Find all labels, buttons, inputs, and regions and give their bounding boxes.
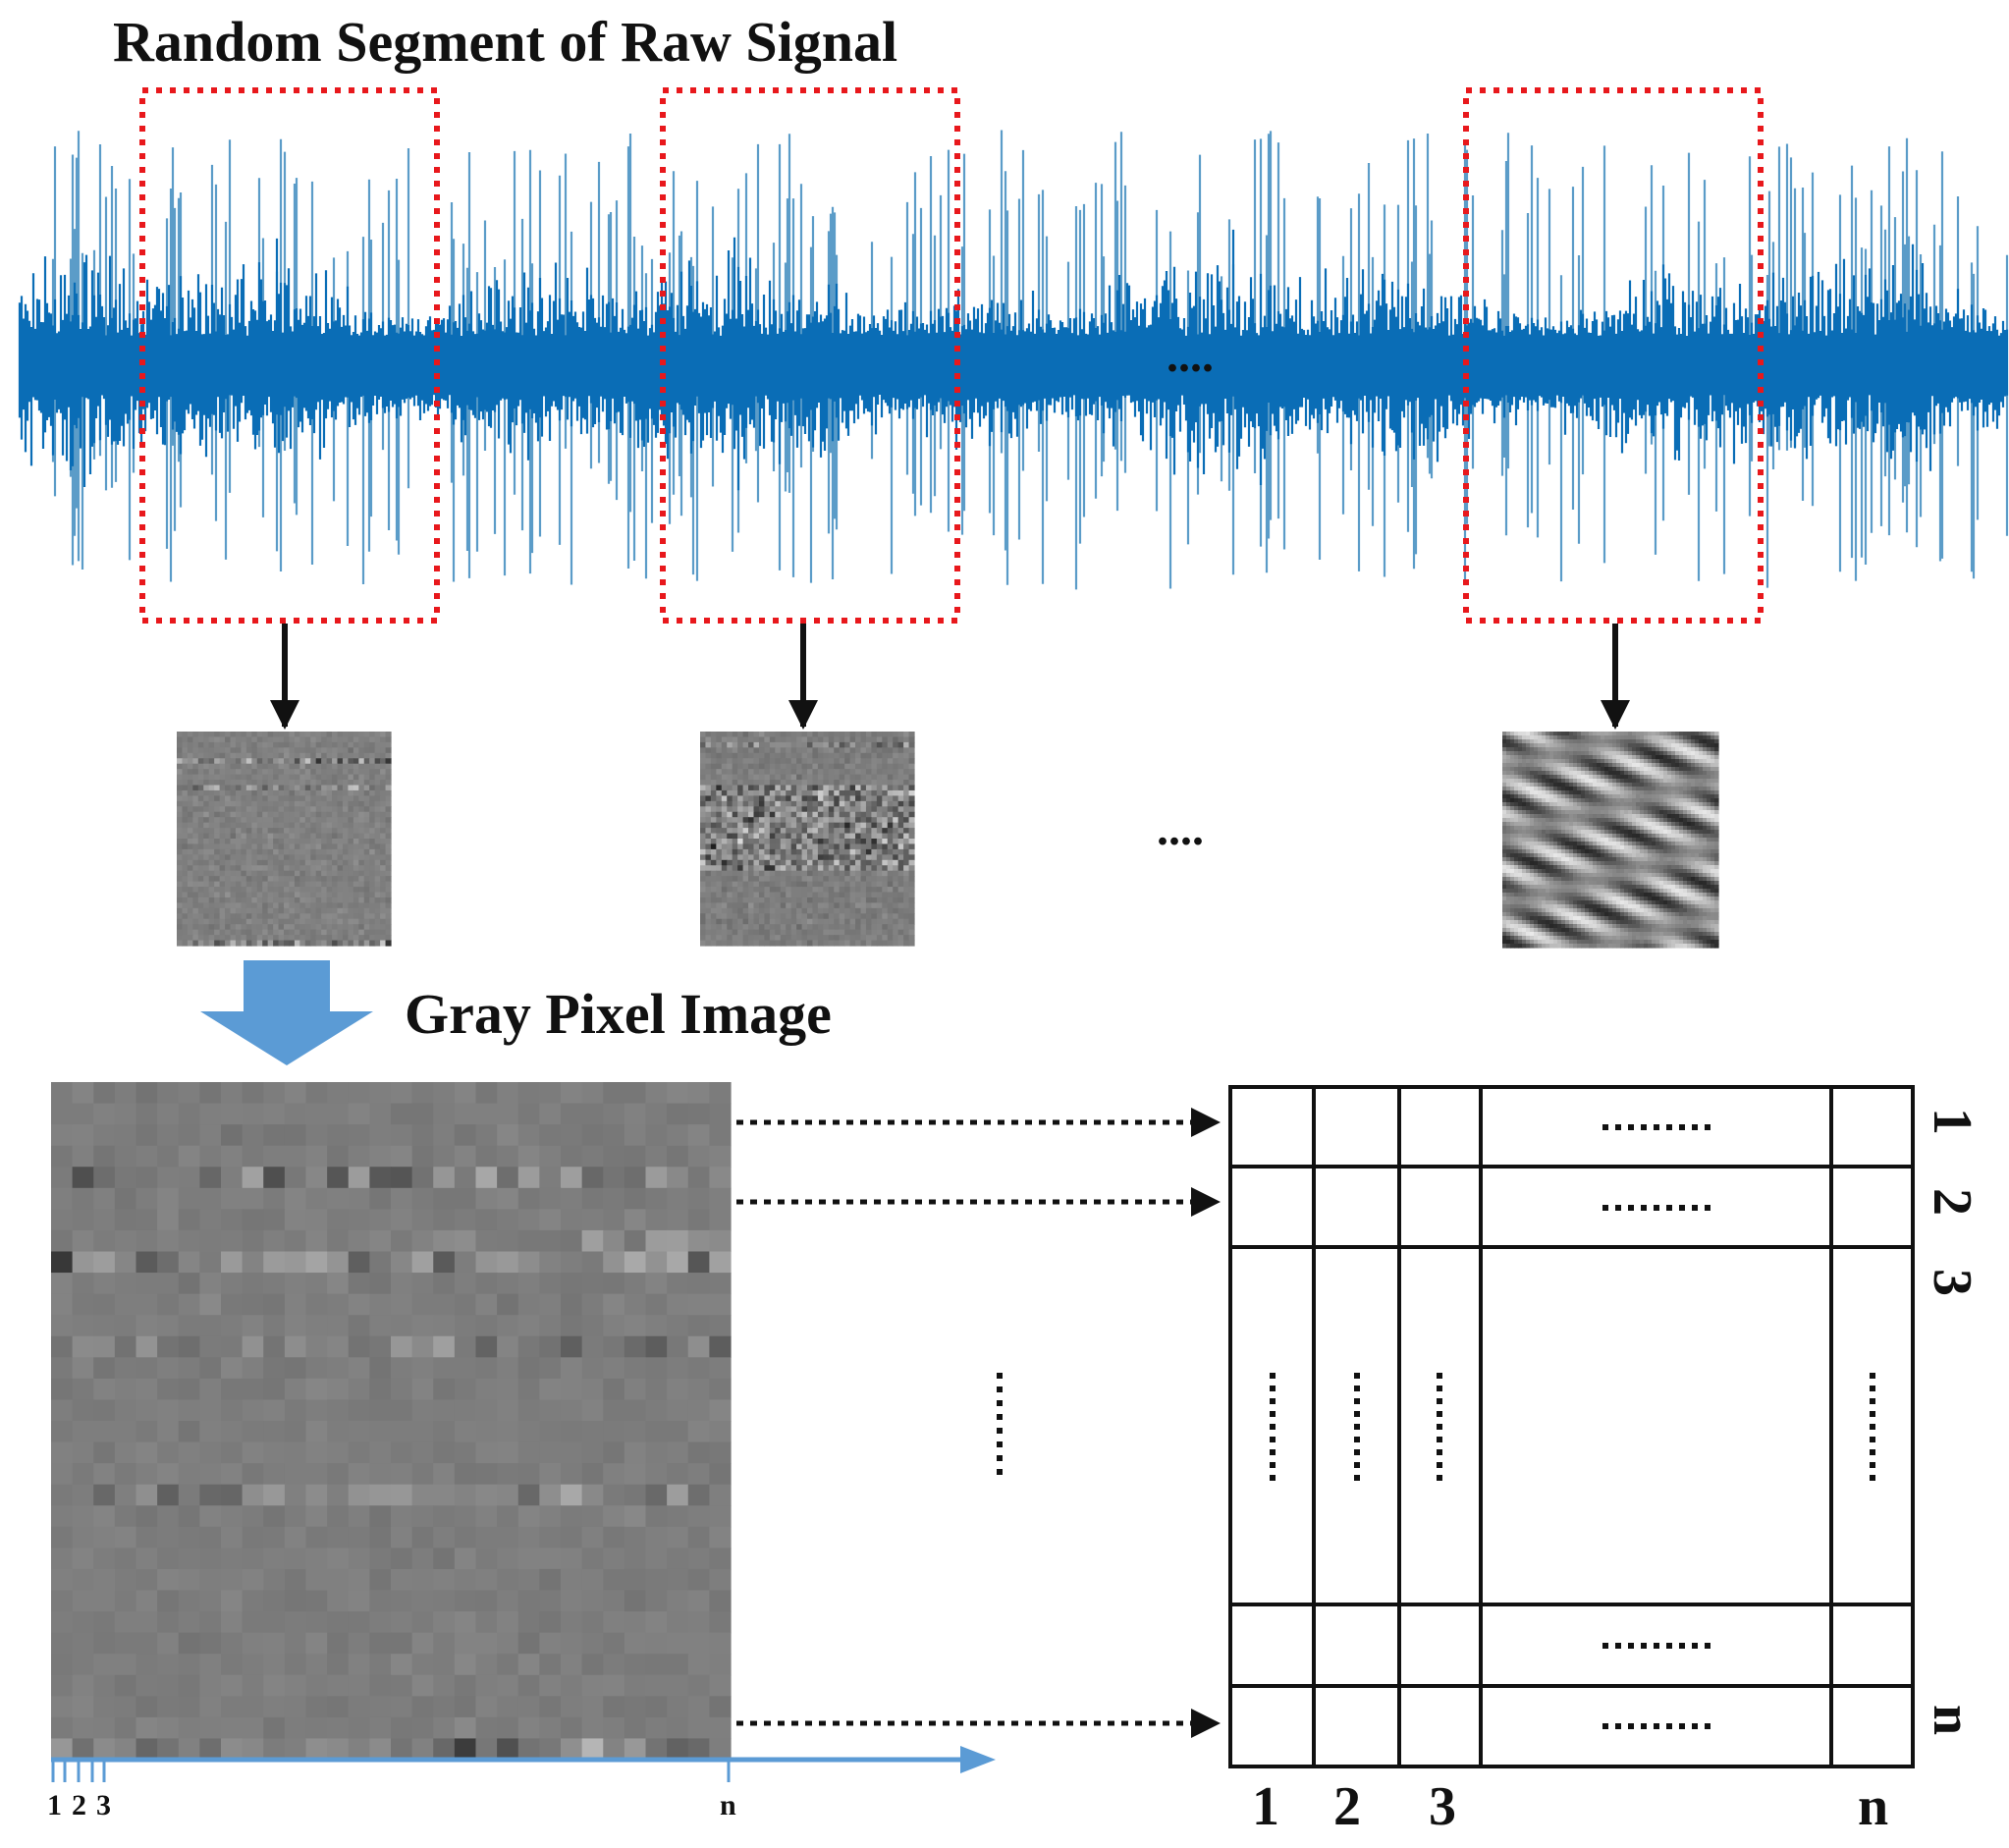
axis-tick-3: 3 (96, 1789, 111, 1821)
big-down-arrow-icon (200, 960, 373, 1065)
signal-ellipsis: .... (1167, 330, 1214, 382)
matrix-row-label-n: n (1922, 1705, 1982, 1735)
matrix-row-label-1: 1 (1922, 1108, 1982, 1135)
matrix-col-label-3: 3 (1429, 1776, 1456, 1837)
thumbnail-ellipsis: .... (1157, 803, 1204, 855)
matrix-row-label-3: 3 (1922, 1269, 1982, 1296)
matrix-row-label-2: 2 (1922, 1188, 1982, 1216)
gray-pixel-image (51, 1082, 732, 1761)
signal-body (18, 229, 2009, 491)
pixel-axis-ticks (51, 1760, 731, 1782)
matrix-row-ellipses (1602, 1124, 1713, 1729)
matrix-col-label-n: n (1858, 1776, 1888, 1837)
matrix-col-label-2: 2 (1333, 1776, 1361, 1837)
axis-tick-n: n (720, 1789, 736, 1821)
pixel-matrix-grid (1228, 1085, 1915, 1768)
gray-thumbnail-3 (1502, 732, 1719, 949)
gray-thumbnail-1 (177, 732, 392, 947)
pixel-axis-arrowhead-icon (960, 1746, 996, 1773)
axis-tick-1: 1 (47, 1789, 62, 1821)
diagram-title: Random Segment of Raw Signal (113, 10, 897, 74)
gray-thumbnail-2 (700, 732, 915, 947)
axis-tick-2: 2 (72, 1789, 86, 1821)
matrix-col-ellipses (1270, 1373, 1875, 1481)
raw-signal-waveform (18, 130, 2009, 590)
matrix-col-label-1: 1 (1252, 1776, 1279, 1837)
gray-pixel-image-label: Gray Pixel Image (405, 982, 832, 1046)
